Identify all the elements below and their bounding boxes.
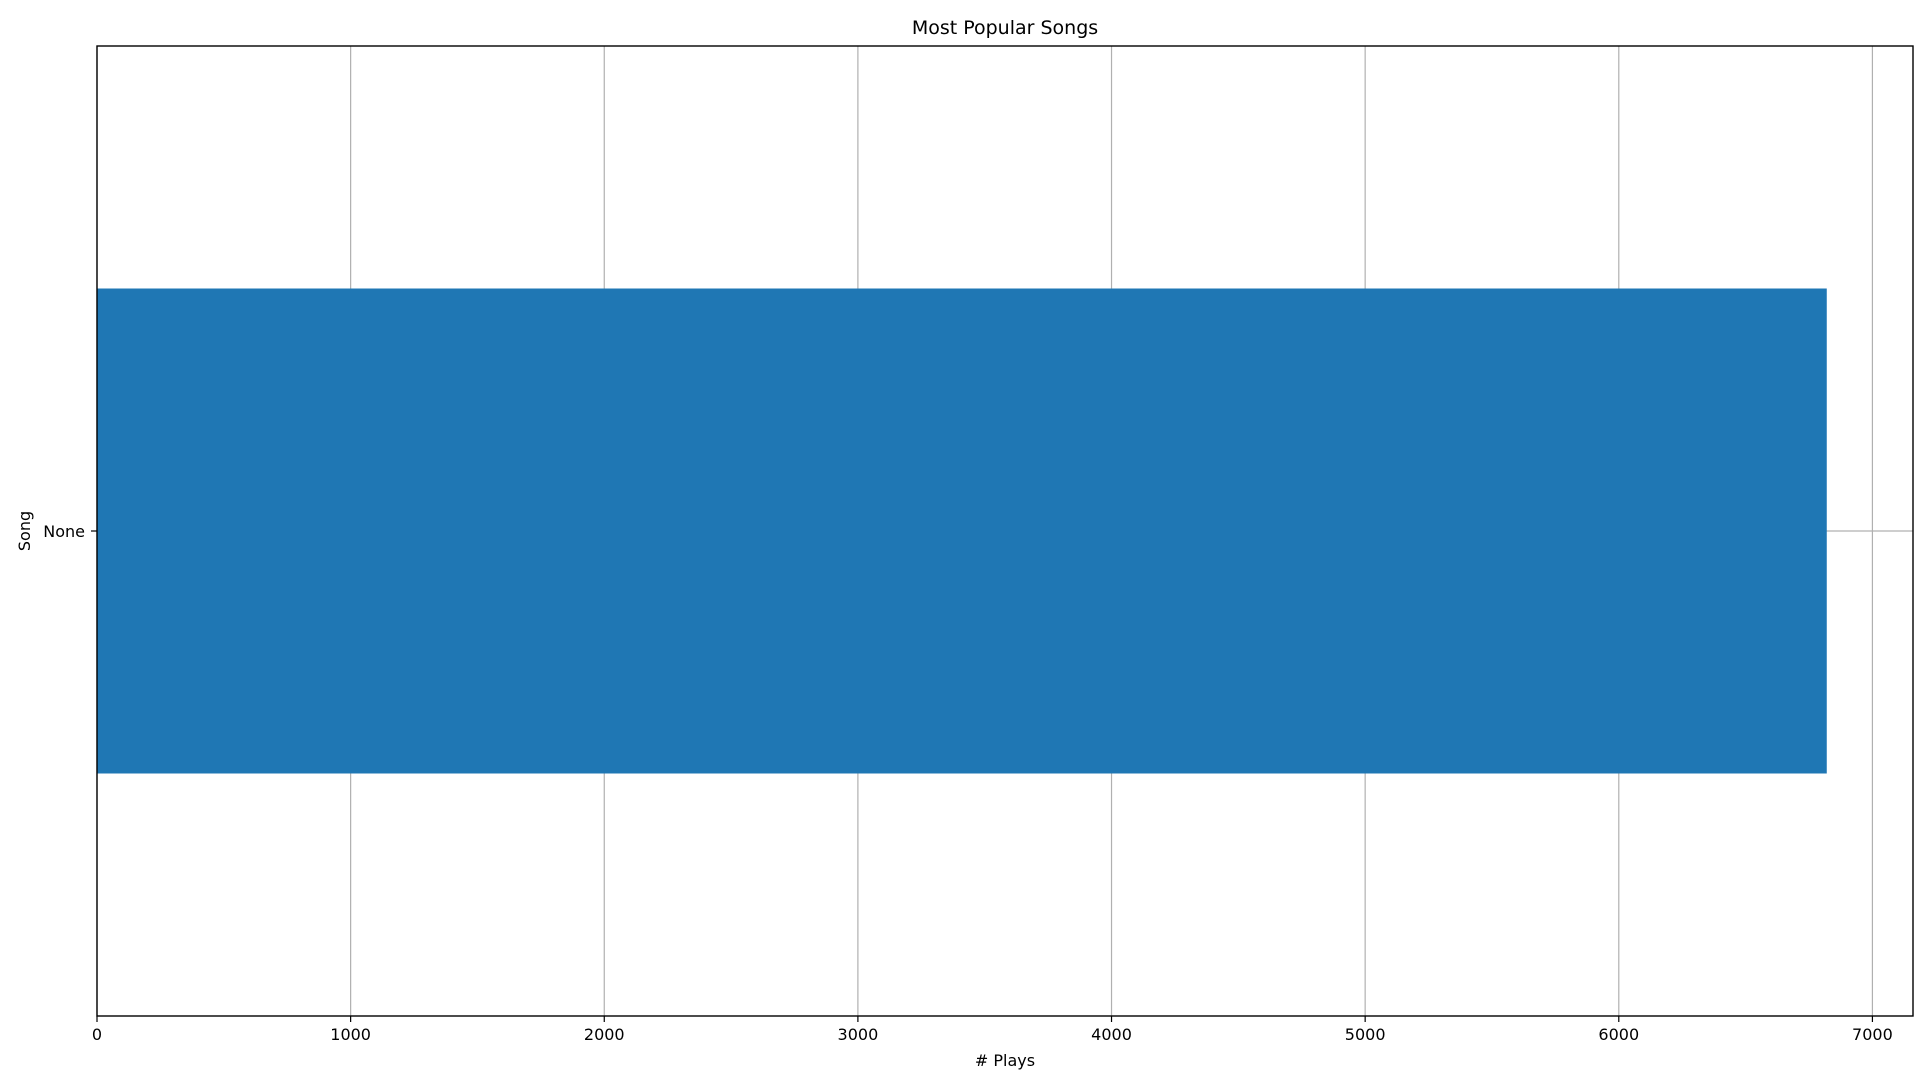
x-tick-label: 3000 xyxy=(838,1025,879,1044)
x-tick-label: 7000 xyxy=(1852,1025,1893,1044)
chart-title: Most Popular Songs xyxy=(912,17,1098,39)
x-tick-label: 4000 xyxy=(1091,1025,1132,1044)
x-axis-label: # Plays xyxy=(975,1051,1035,1070)
x-tick-label: 5000 xyxy=(1345,1025,1386,1044)
y-axis-label: Song xyxy=(15,511,34,551)
y-tick-label: None xyxy=(43,522,85,541)
x-tick-label: 2000 xyxy=(584,1025,625,1044)
y-axis-ticks: None xyxy=(43,522,97,541)
x-axis-ticks: 0 1000 2000 3000 4000 5000 6000 7000 xyxy=(92,1016,1893,1044)
x-tick-label: 1000 xyxy=(330,1025,371,1044)
x-tick-label: 0 xyxy=(92,1025,102,1044)
x-tick-label: 6000 xyxy=(1598,1025,1639,1044)
bar xyxy=(97,288,1827,774)
bars xyxy=(97,288,1827,774)
